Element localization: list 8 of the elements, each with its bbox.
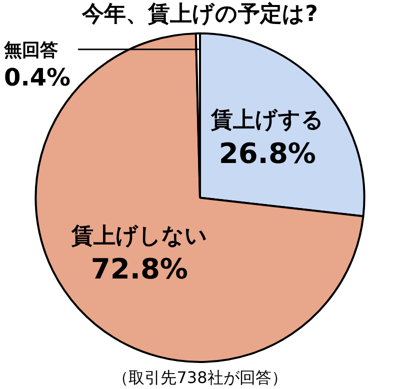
data-label: 0.4%: [4, 64, 71, 92]
data-label: 72.8%: [90, 252, 188, 286]
slice-label: 無回答: [3, 40, 58, 62]
slice-label: 賃上げしない: [70, 224, 208, 249]
data-label: 26.8%: [218, 136, 316, 170]
text: （取引先738社が回答）: [112, 368, 288, 388]
chart-title: 今年、賃上げの予定は?: [81, 0, 318, 27]
slice-label: 賃上げする: [210, 108, 324, 134]
